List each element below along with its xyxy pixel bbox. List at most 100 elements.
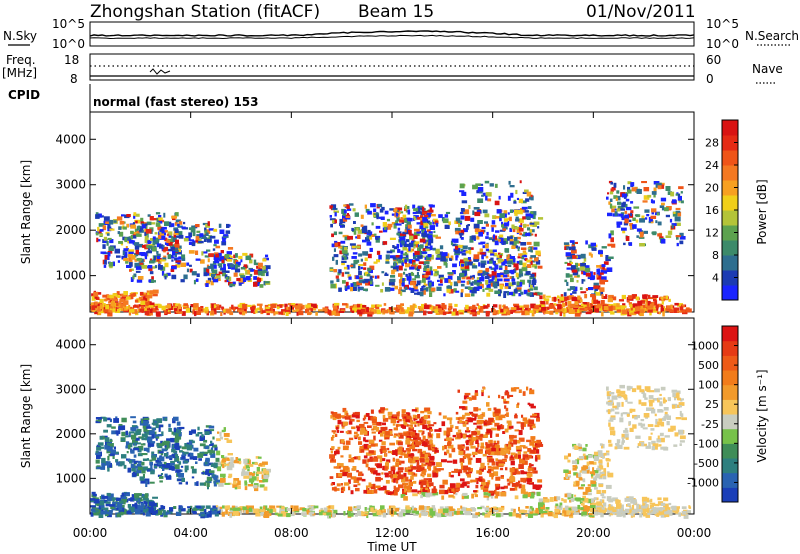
echo-cell (192, 240, 196, 244)
echo-cell (503, 293, 507, 298)
echo-cell (507, 217, 510, 221)
echo-cell (567, 262, 572, 266)
echo-cell (351, 426, 356, 430)
echo-cell (238, 283, 242, 286)
echo-cell (373, 233, 377, 236)
echo-cell (379, 422, 382, 425)
echo-cell (170, 246, 175, 250)
echo-cell (663, 397, 666, 403)
echo-cell (477, 449, 481, 454)
echo-cell (457, 278, 461, 284)
echo-cell (523, 304, 530, 308)
echo-cell (191, 242, 196, 247)
echo-cell (96, 466, 101, 469)
echo-cell (370, 281, 373, 285)
echo-cell (185, 308, 192, 313)
echo-cell (423, 468, 427, 473)
echo-cell (567, 300, 572, 305)
echo-cell (573, 241, 578, 244)
echo-cell (156, 464, 163, 467)
echo-cell (533, 241, 540, 247)
echo-cell (428, 221, 432, 225)
echo-cell (408, 427, 414, 432)
echo-cell (398, 446, 403, 451)
echo-cell (229, 461, 234, 466)
echo-cell (342, 280, 346, 284)
echo-cell (416, 230, 422, 234)
echo-cell (479, 191, 483, 194)
echo-cell (195, 250, 199, 255)
echo-cell (509, 442, 514, 447)
echo-cell (107, 417, 111, 421)
echo-cell (569, 286, 576, 290)
echo-cell (491, 445, 496, 450)
echo-cell (480, 446, 485, 449)
echo-cell (486, 273, 490, 276)
echo-cell (622, 412, 628, 415)
echo-cell (591, 305, 597, 310)
echo-cell (288, 303, 294, 306)
echo-cell (413, 456, 419, 461)
echo-cell (429, 461, 436, 466)
echo-cell (417, 247, 422, 253)
echo-cell (189, 505, 193, 510)
echo-cell (124, 251, 128, 257)
echo-cell (450, 474, 454, 478)
echo-cell (505, 467, 508, 471)
echo-cell (666, 306, 671, 311)
echo-cell (486, 429, 493, 434)
echo-cell (522, 391, 526, 396)
echo-cell (341, 250, 348, 254)
echo-cell (385, 461, 389, 467)
echo-cell (611, 208, 615, 213)
echo-cell (455, 230, 459, 235)
echo-cell (244, 480, 247, 484)
echo-cell (157, 474, 162, 477)
echo-cell (527, 402, 531, 405)
echo-cell (434, 449, 439, 453)
echo-cell (115, 459, 119, 463)
echo-cell (532, 260, 535, 263)
echo-cell (462, 421, 465, 426)
echo-cell (523, 289, 528, 295)
echo-cell (535, 250, 541, 256)
echo-cell (163, 212, 166, 218)
echo-cell (134, 262, 141, 268)
echo-cell (659, 432, 664, 437)
echo-cell (351, 244, 356, 249)
echo-cell (673, 211, 676, 214)
echo-cell (213, 308, 217, 312)
echo-cell (517, 256, 523, 259)
echo-cell (402, 258, 406, 263)
echo-cell (621, 401, 624, 407)
echo-cell (416, 272, 419, 277)
echo-cell (153, 240, 159, 245)
echo-cell (586, 461, 590, 466)
echo-cell (405, 263, 411, 268)
echo-cell (218, 223, 222, 228)
echo-cell (128, 431, 135, 434)
echo-cell (422, 430, 425, 434)
echo-cell (217, 466, 222, 472)
noise-right-tick-top: 10^5 (706, 17, 739, 31)
echo-cell (107, 311, 113, 317)
echo-cell (96, 454, 101, 459)
echo-cell (419, 225, 425, 230)
echo-cell (567, 459, 571, 463)
echo-cell (352, 307, 357, 311)
echo-cell (674, 302, 679, 306)
echo-cell (191, 271, 197, 276)
echo-cell (278, 311, 284, 315)
echo-cell (451, 470, 457, 473)
echo-cell (358, 253, 363, 257)
echo-cell (428, 204, 433, 207)
echo-cell (201, 251, 204, 256)
echo-cell (631, 187, 638, 192)
echo-cell (431, 488, 437, 494)
echo-cell (628, 242, 633, 246)
echo-cell (489, 439, 493, 444)
echo-cell (457, 230, 461, 235)
echo-cell (205, 223, 208, 227)
echo-cell (145, 301, 150, 306)
